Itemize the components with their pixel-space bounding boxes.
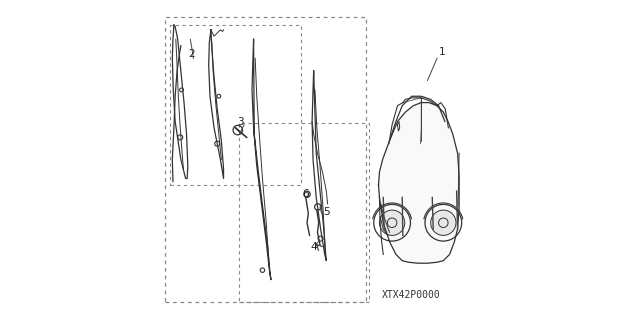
Text: 1: 1	[438, 47, 445, 57]
Circle shape	[431, 210, 456, 235]
Bar	[170, 25, 301, 185]
Circle shape	[380, 210, 404, 235]
Bar	[239, 123, 369, 302]
Text: 2: 2	[188, 49, 195, 59]
Text: 4: 4	[310, 241, 317, 252]
Text: XTX42P0000: XTX42P0000	[382, 291, 441, 300]
Text: 3: 3	[237, 117, 244, 127]
Text: 5: 5	[323, 207, 330, 217]
Polygon shape	[378, 103, 459, 263]
Bar	[165, 17, 366, 302]
Text: 6: 6	[303, 189, 309, 199]
